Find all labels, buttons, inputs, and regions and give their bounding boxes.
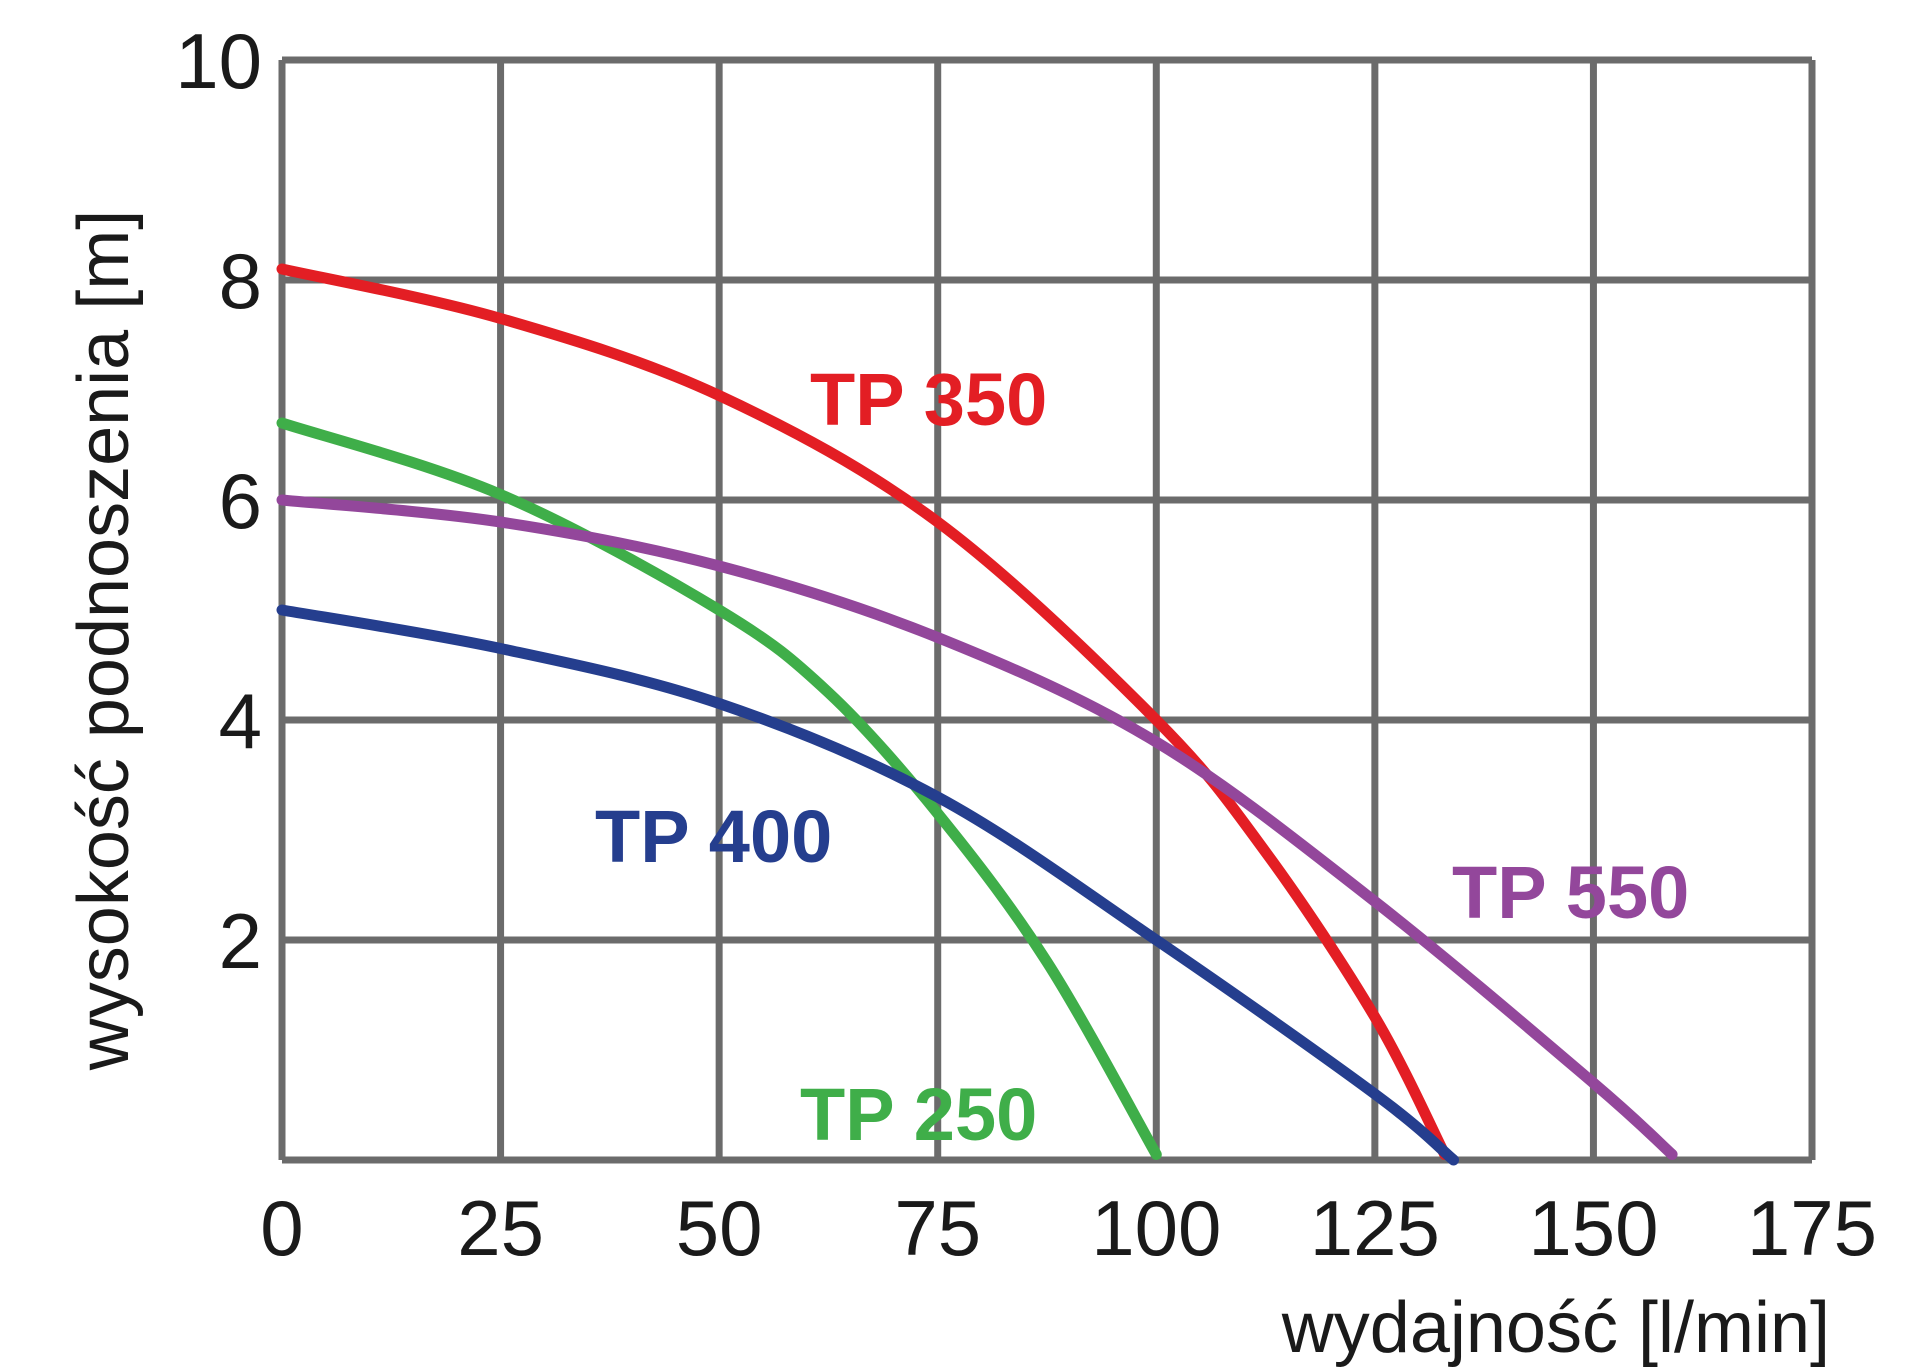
series-label-tp-550: TP 550 — [1452, 851, 1689, 934]
x-tick-label: 75 — [894, 1184, 981, 1272]
y-axis-title: wysokość podnoszenia [m] — [64, 210, 144, 1071]
series-curves — [276, 263, 1678, 1166]
series-label-tp-400: TP 400 — [595, 795, 832, 878]
series-label-tp-350: TP 350 — [810, 358, 1047, 441]
grid — [278, 56, 1816, 1164]
series-line-tp-550 — [276, 494, 1678, 1160]
series-line-tp-250 — [276, 417, 1162, 1160]
x-tick-label: 100 — [1091, 1184, 1221, 1272]
y-tick-label: 2 — [219, 897, 262, 985]
series-label-tp-250: TP 250 — [800, 1073, 1037, 1156]
y-tick-label: 8 — [219, 237, 262, 325]
series-line-tp-350 — [276, 263, 1451, 1160]
x-tick-label: 175 — [1747, 1184, 1877, 1272]
tick-labels: 0 25 50 75 100 125 150 175 2 4 6 8 10 — [175, 17, 1877, 1272]
x-tick-label: 125 — [1310, 1184, 1440, 1272]
x-tick-label: 0 — [260, 1184, 303, 1272]
series-line-tp-400 — [276, 604, 1460, 1166]
y-tick-label: 6 — [219, 457, 262, 545]
x-tick-label: 150 — [1528, 1184, 1658, 1272]
series-labels: TP 350 TP 250 TP 550 TP 400 — [595, 358, 1689, 1156]
x-tick-label: 50 — [676, 1184, 763, 1272]
x-tick-label: 25 — [457, 1184, 544, 1272]
y-tick-label: 10 — [175, 17, 262, 105]
y-tick-label: 4 — [219, 677, 262, 765]
x-axis-title: wydajność [l/min] — [1281, 1288, 1830, 1368]
